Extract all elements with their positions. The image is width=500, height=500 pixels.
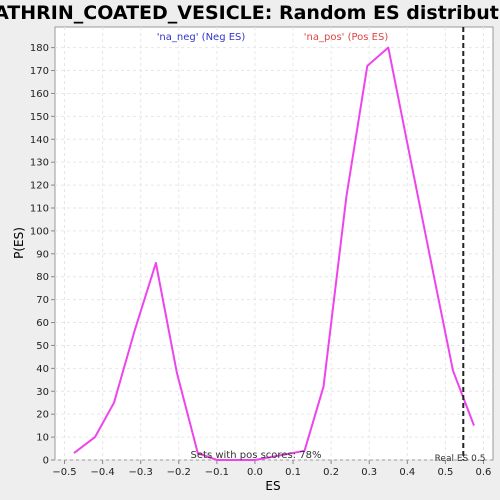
y-axis-label: P(ES)	[12, 227, 26, 259]
x-tick-label: 0.2	[323, 467, 339, 478]
y-tick-label: 170	[30, 66, 49, 77]
y-tick-label: 60	[36, 318, 49, 329]
y-tick-label: 100	[30, 226, 49, 237]
x-tick-label: 0.5	[437, 467, 453, 478]
chart-title: CLATHRIN_COATED_VESICLE: Random ES distr…	[0, 2, 500, 24]
neg-es-label: 'na_neg' (Neg ES)	[157, 32, 246, 43]
y-tick-label: 110	[30, 203, 49, 214]
y-tick-label: 120	[30, 181, 49, 192]
y-tick-label: 130	[30, 158, 49, 169]
x-tick-label: −0.1	[205, 467, 229, 478]
y-tick-label: 160	[30, 89, 49, 100]
x-tick-label: −0.3	[129, 467, 153, 478]
real-es-label: Real ES 0.5	[435, 454, 486, 464]
y-tick-label: 30	[36, 387, 49, 398]
y-tick-label: 40	[36, 364, 49, 375]
es-distribution-line	[73, 46, 475, 461]
x-tick-label: 0.6	[476, 467, 492, 478]
plot-area	[54, 26, 494, 461]
axes: 0 10 20 30 40 50 60 70 80 90 100 110 120 130 140 150 160…	[30, 43, 492, 478]
y-tick-label: 10	[36, 433, 49, 444]
grid	[55, 27, 493, 461]
y-tick-label: 180	[30, 43, 49, 54]
x-tick-label: 0.3	[361, 467, 377, 478]
x-tick-label: 0.4	[399, 467, 415, 478]
x-tick-label: 0.1	[285, 467, 301, 478]
x-tick-label: −0.2	[167, 467, 191, 478]
sets-with-pos-scores-label: Sets with pos scores: 78%	[191, 450, 322, 461]
x-tick-label: −0.5	[52, 467, 76, 478]
x-axis-label: ES	[265, 479, 280, 493]
pos-es-label: 'na_pos' (Pos ES)	[304, 32, 389, 43]
y-tick-label: 140	[30, 135, 49, 146]
series-layer	[73, 46, 475, 461]
x-tick-label: −0.4	[90, 467, 114, 478]
y-tick-label: 70	[36, 295, 49, 306]
x-tick-label: 0.0	[247, 467, 263, 478]
y-tick-label: 20	[36, 410, 49, 421]
y-tick-label: 0	[43, 456, 49, 467]
y-tick-label: 90	[36, 249, 49, 260]
y-tick-label: 50	[36, 341, 49, 352]
y-tick-label: 80	[36, 272, 49, 283]
y-tick-label: 150	[30, 112, 49, 123]
